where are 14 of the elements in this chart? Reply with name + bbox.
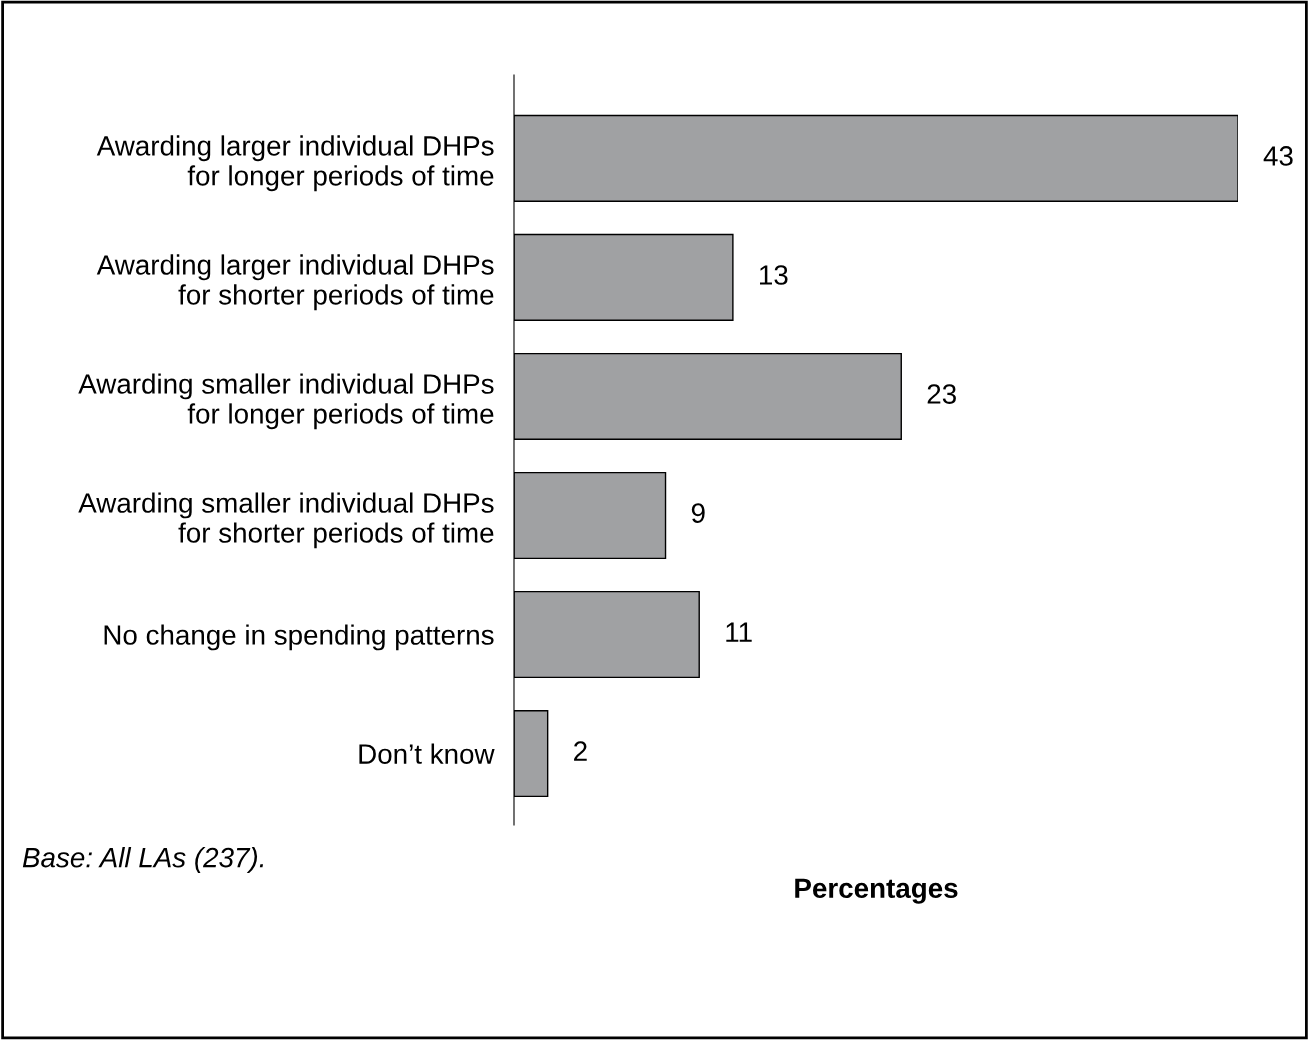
text: Base: All LAs (237). — [22, 847, 264, 873]
data-label: 2 — [574, 741, 587, 761]
y-tick-label: Awarding smaller individual DHPs for longer periods of time — [78, 373, 494, 430]
data-label: 11 — [726, 622, 752, 642]
data-label: 13 — [760, 265, 788, 285]
data-label: 9 — [691, 503, 705, 523]
y-tick-label: Awarding smaller individual DHPs for shorter periods of time — [78, 492, 494, 549]
y-tick-label: Awarding larger individual DHPs for shorter periods of time — [96, 254, 494, 311]
data-label: 43 — [1263, 146, 1293, 166]
y-tick-label: No change in spending patterns — [104, 624, 494, 651]
y-tick-label: Awarding larger individual DHPs for longer periods of time — [96, 135, 494, 192]
y-tick-label: Don’t know — [359, 743, 495, 764]
data-label: 23 — [927, 384, 956, 404]
x-axis-title: Percentages — [795, 878, 958, 904]
